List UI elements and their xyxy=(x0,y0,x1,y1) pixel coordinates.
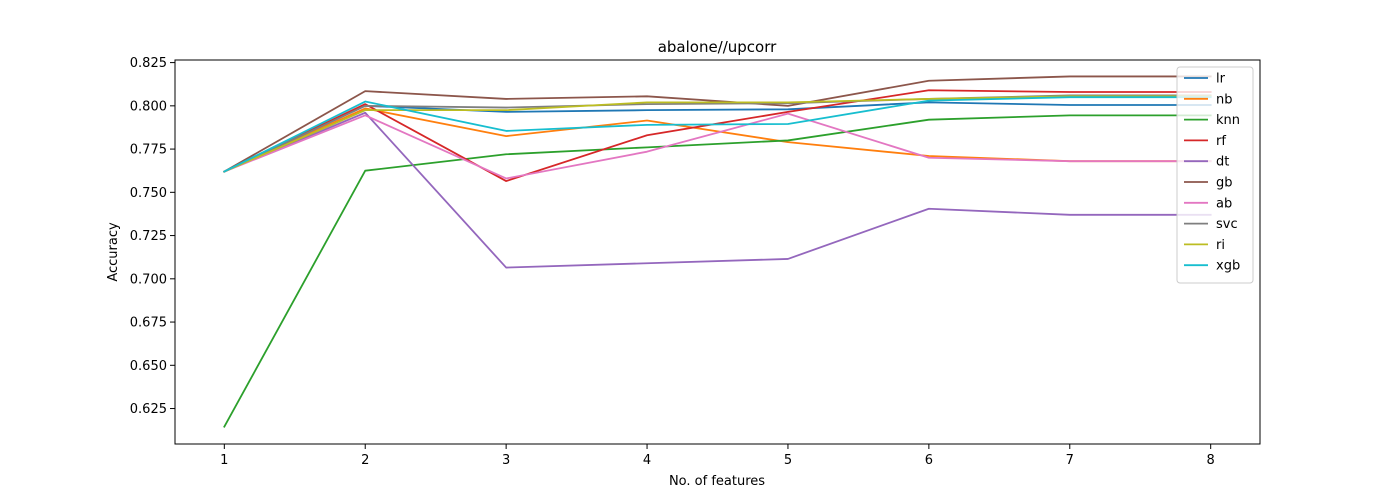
series-line-ab xyxy=(223,112,1212,180)
legend-label-nb: nb xyxy=(1216,92,1233,107)
y-tick-label: 0.800 xyxy=(130,99,167,114)
series-line-xgb xyxy=(223,96,1212,173)
y-axis-label: Accuracy xyxy=(106,222,121,282)
x-tick-label: 2 xyxy=(361,453,369,468)
legend-label-xgb: xgb xyxy=(1216,259,1240,274)
y-tick-label: 0.650 xyxy=(130,359,167,374)
series-line-ri xyxy=(223,95,1212,173)
y-tick-label: 0.625 xyxy=(130,402,167,417)
legend-label-dt: dt xyxy=(1216,155,1229,170)
legend-label-lr: lr xyxy=(1216,72,1226,87)
y-tick-label: 0.750 xyxy=(130,186,167,201)
x-tick-label: 6 xyxy=(925,453,933,468)
plot-area-frame xyxy=(174,59,1261,445)
axis-ticks: 1 2 3 4 5 6 7 8 0.625 0.650 0.675 0.700 0.725 0.750 0.… xyxy=(130,56,1215,468)
series-line-dt xyxy=(223,111,1212,269)
y-tick-label: 0.700 xyxy=(130,272,167,287)
legend: lr nb knn rf dt gb ab svc ri xgb xyxy=(1176,66,1254,284)
y-tick-label: 0.825 xyxy=(130,56,167,71)
series-line-gb xyxy=(223,75,1212,173)
legend-label-gb: gb xyxy=(1216,176,1233,191)
x-axis-label: No. of features xyxy=(669,474,765,489)
chart-title: abalone//upcorr xyxy=(658,38,777,56)
x-tick-label: 7 xyxy=(1066,453,1074,468)
legend-label-rf: rf xyxy=(1216,134,1226,149)
x-tick-label: 4 xyxy=(643,453,651,468)
legend-label-knn: knn xyxy=(1216,113,1240,128)
y-tick-label: 0.675 xyxy=(130,316,167,331)
x-tick-label: 8 xyxy=(1207,453,1215,468)
y-tick-label: 0.725 xyxy=(130,229,167,244)
x-tick-label: 5 xyxy=(784,453,792,468)
series-lines xyxy=(223,75,1212,428)
x-tick-label: 3 xyxy=(502,453,510,468)
y-tick-label: 0.775 xyxy=(130,143,167,158)
series-line-knn xyxy=(223,114,1212,428)
legend-box xyxy=(1176,66,1254,284)
x-tick-label: 1 xyxy=(220,453,228,468)
legend-label-svc: svc xyxy=(1216,217,1238,232)
legend-label-ri: ri xyxy=(1216,238,1225,253)
legend-label-ab: ab xyxy=(1216,196,1232,211)
